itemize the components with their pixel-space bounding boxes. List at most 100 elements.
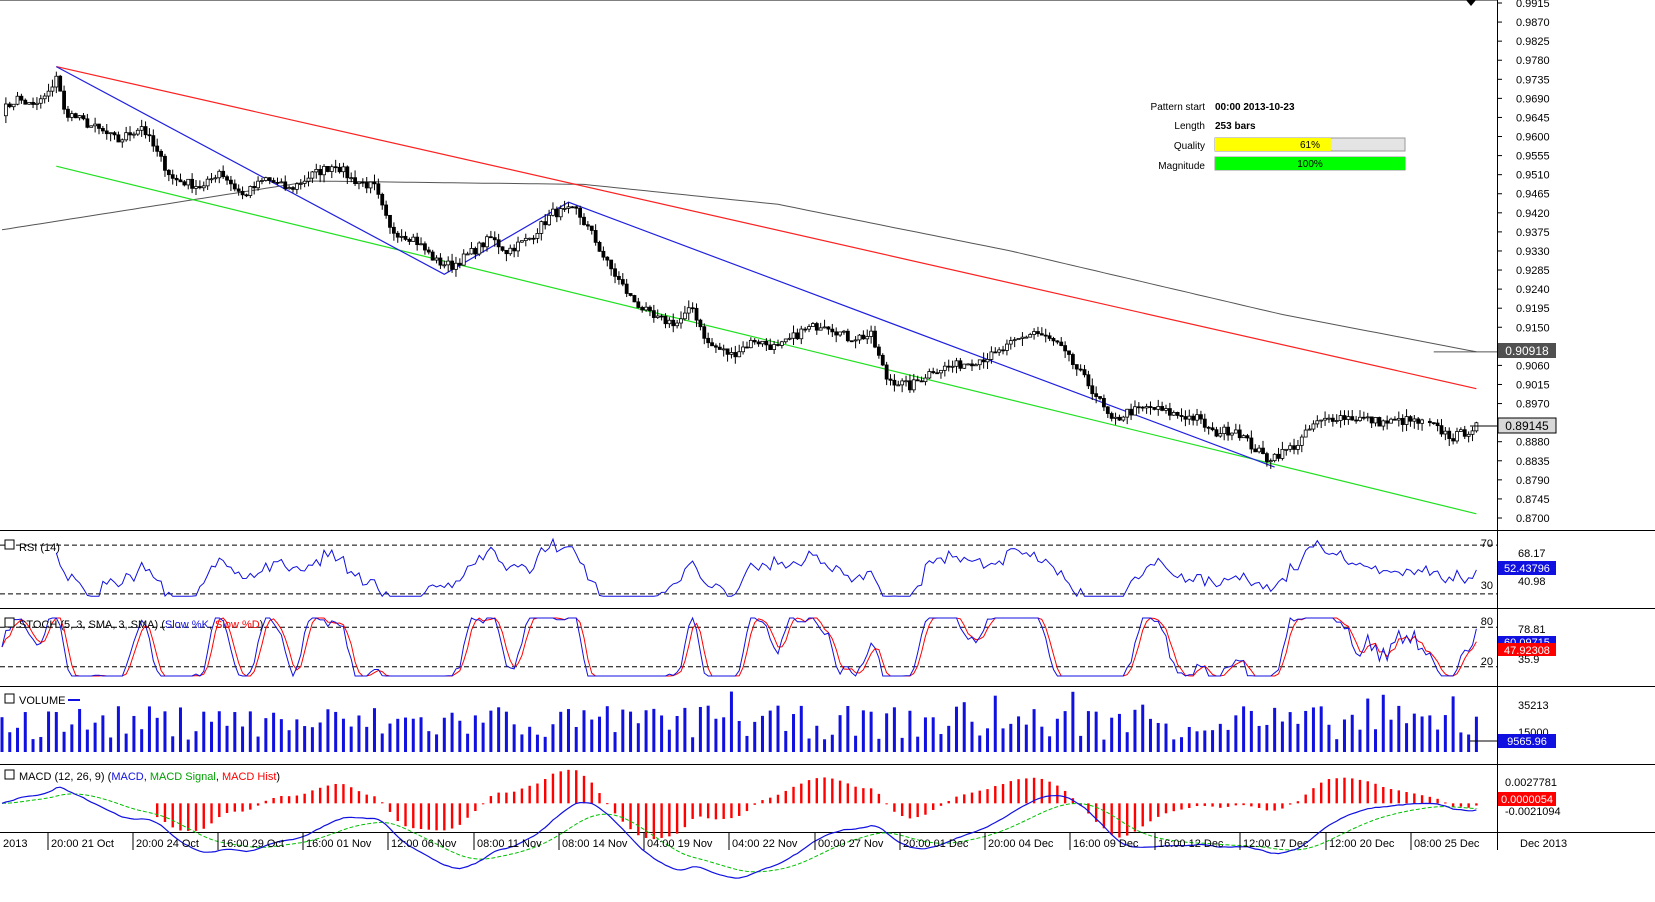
length-value: 253 bars (1215, 121, 1256, 132)
macd-hist-bar (1180, 803, 1183, 810)
candle-body (939, 369, 943, 374)
time-tick-label: 2013 (3, 838, 27, 850)
macd-hist-bar (1141, 803, 1144, 827)
macd-hist-bar (590, 782, 593, 804)
volume-bar (186, 739, 190, 752)
volume-bar (380, 733, 384, 752)
candle-body (1358, 416, 1362, 422)
candle-body (543, 221, 548, 226)
macd-hist-bar (435, 803, 438, 831)
candle-body (1024, 336, 1029, 339)
candle-body (341, 166, 346, 173)
macd-hist-bar (210, 803, 213, 824)
candle-body (1338, 415, 1343, 421)
volume-bar (1311, 707, 1315, 752)
candle-body (1396, 417, 1401, 421)
price-tick-label: 0.9510 (1516, 170, 1550, 182)
candle-body (1408, 416, 1413, 422)
candle-body (1385, 420, 1390, 424)
candle-body (1354, 419, 1359, 422)
candle-body (438, 257, 443, 266)
volume-bar (636, 723, 640, 752)
volume-bar (54, 712, 58, 752)
candle-body (1268, 460, 1273, 463)
candle-body (1420, 419, 1424, 424)
candle-body (1144, 406, 1149, 409)
candle-body (294, 183, 299, 190)
volume-bar (1374, 729, 1378, 752)
candle-body (1183, 416, 1188, 420)
svg-text:MACD (12, 26, 9) (MACD, MACD S: MACD (12, 26, 9) (MACD, MACD Signal, MAC… (19, 771, 280, 783)
volume-bar (404, 717, 408, 752)
candle-body (578, 207, 583, 218)
volume-bar (683, 707, 687, 752)
macd-hist-bar (179, 803, 182, 831)
candle-body (155, 145, 160, 152)
candle-body (737, 351, 742, 358)
candle-body (93, 123, 98, 127)
macd-hist-bar (1149, 803, 1152, 822)
candle-body (508, 247, 513, 255)
macd-hist-bar (303, 793, 306, 804)
candle-body (714, 345, 718, 348)
candle-body (644, 306, 648, 311)
candle-body (1257, 447, 1262, 453)
scroll-marker-icon[interactable] (1466, 0, 1476, 6)
candle-body (263, 177, 268, 181)
macd-toggle-icon[interactable] (4, 769, 15, 780)
volume-bar (450, 712, 454, 752)
volume-bar (155, 717, 159, 752)
candle-body (741, 346, 745, 353)
candle-body (457, 262, 462, 266)
macd-hist-bar (443, 803, 446, 831)
candle-body (799, 328, 804, 340)
candle-body (1206, 426, 1211, 429)
pattern-start-value: 00:00 2013-10-23 (1215, 102, 1295, 113)
candle-body (1280, 448, 1285, 459)
stoch-level-high: 80 (1481, 616, 1493, 628)
macd-hist-bar (970, 792, 974, 804)
candle-body (1451, 438, 1456, 442)
macd-hist-bar (939, 803, 943, 806)
macd-hist-bar (1335, 778, 1338, 804)
candle-body (842, 330, 846, 333)
macd-hist-bar (318, 787, 322, 804)
volume-bar (23, 712, 27, 752)
volume-toggle-icon[interactable] (4, 693, 15, 704)
candle-body (1098, 396, 1102, 399)
candle-body (287, 187, 292, 190)
candle-body (232, 183, 237, 190)
candle-body (1233, 429, 1238, 434)
macd-hist-bar (1195, 803, 1199, 807)
stoch-toggle-icon[interactable] (4, 617, 15, 628)
volume-bar (1125, 732, 1129, 752)
macd-hist-bar (334, 783, 337, 804)
volume-bar (109, 737, 113, 752)
candle-body (314, 168, 319, 173)
volume-bar (916, 736, 920, 752)
candle-body (279, 181, 284, 184)
resistance-line (56, 66, 1477, 390)
rsi-toggle-icon[interactable] (4, 539, 15, 550)
candle-body (66, 108, 70, 118)
volume-bar (1366, 698, 1370, 752)
time-tick-label: 16:00 09 Dec (1073, 838, 1139, 850)
candle-body (900, 380, 905, 386)
volume-bar (504, 711, 508, 752)
candle-body (120, 139, 125, 143)
candle-body (520, 240, 524, 243)
macd-hist-bar (1382, 786, 1385, 804)
volume-bar (559, 711, 563, 752)
macd-hist-bar (1234, 803, 1238, 806)
macd-hist-bar (1242, 803, 1245, 806)
candle-body (617, 275, 621, 280)
rsi-badge: 52.43796 (1504, 563, 1550, 575)
price-tick-label: 0.9600 (1516, 132, 1550, 144)
candle-body (648, 306, 652, 312)
macd-hist-bar (807, 780, 811, 804)
length-label: Length (1174, 121, 1205, 132)
candle-body (186, 178, 191, 186)
candle-body (236, 188, 241, 192)
price-tick-label: 0.8970 (1516, 399, 1550, 411)
